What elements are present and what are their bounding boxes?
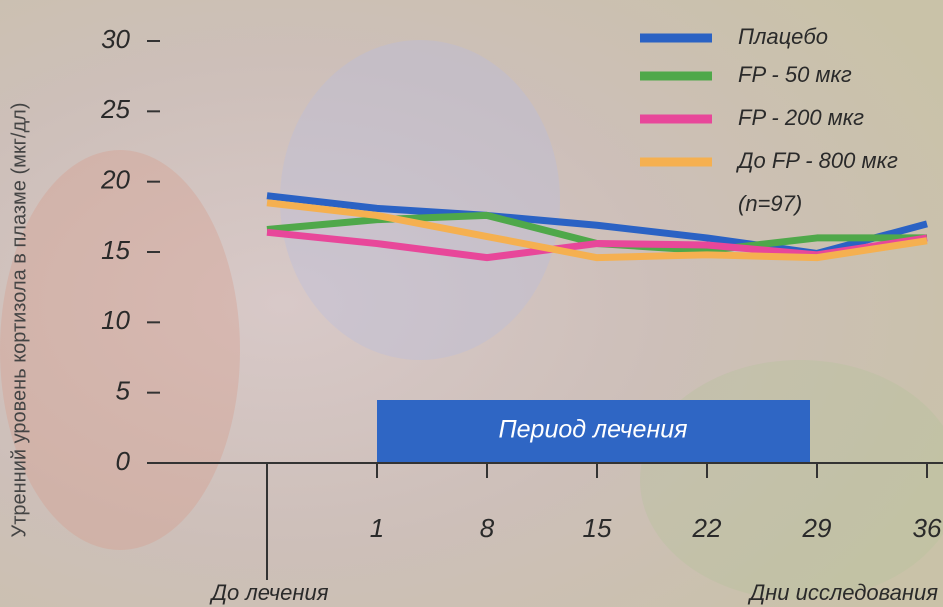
y-axis-label: Утренний уровень кортизола в плазме (мкг… (8, 103, 30, 538)
legend-label: Плацебо (738, 24, 828, 49)
y-tick-label: 25 (100, 94, 130, 124)
y-tick-label: 30 (101, 24, 130, 54)
x-tick-label: 1 (370, 513, 384, 543)
x-axis-label: Дни исследования (747, 580, 939, 605)
treatment-period (377, 400, 810, 463)
y-tick-label: 20 (100, 165, 130, 195)
legend-label: FP - 50 мкг (738, 62, 852, 87)
bg-blur (280, 40, 560, 360)
y-tick-label: 0 (116, 446, 131, 476)
x-tick-label: 22 (692, 513, 722, 543)
y-tick-label: 5 (116, 376, 131, 406)
series-line (266, 199, 928, 262)
y-tick-label: 15 (101, 235, 130, 265)
note: (n=97) (738, 191, 802, 216)
x-tick-label: 29 (802, 513, 832, 543)
x-tick-label: 8 (480, 513, 495, 543)
legend-label: До FP - 800 мкг (735, 148, 898, 173)
legend-label: FP - 200 мкг (738, 105, 864, 130)
x-tick-label: 15 (583, 513, 612, 543)
x-tick-label: До лечения (209, 580, 329, 605)
x-tick-label: 36 (913, 513, 942, 543)
treatment-label: Период лечения (499, 416, 688, 444)
y-tick-label: 10 (101, 305, 130, 335)
bg-blur (0, 150, 240, 550)
